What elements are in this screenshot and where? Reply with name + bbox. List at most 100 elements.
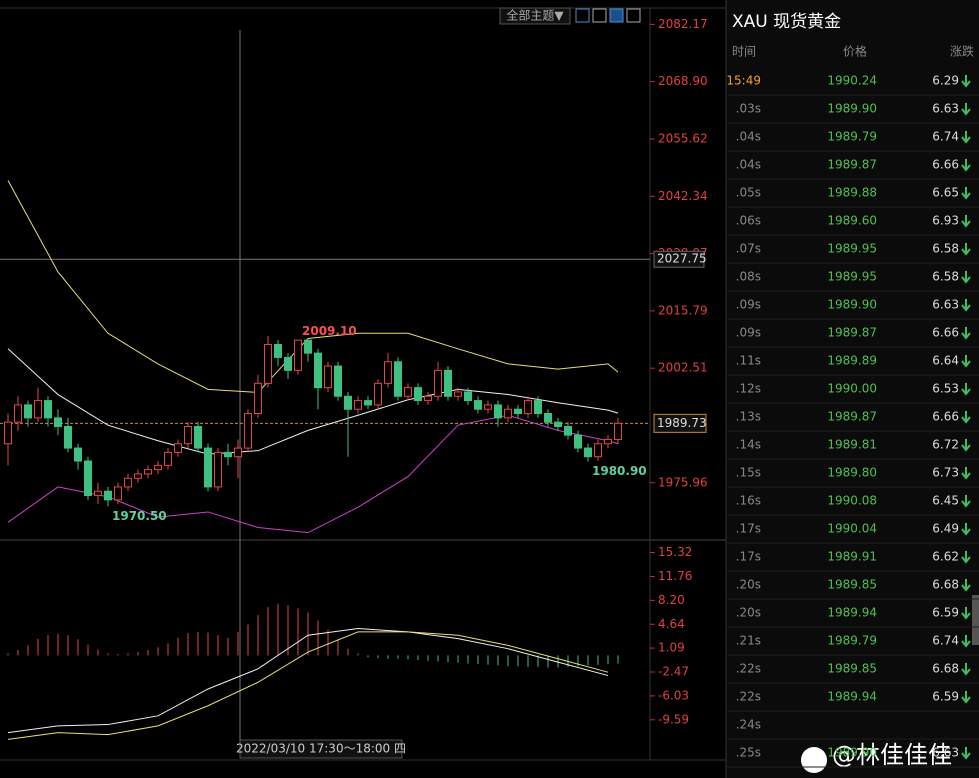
candle-body <box>524 400 532 415</box>
tick-price: 1990.24 <box>827 74 877 88</box>
down-arrow <box>961 579 971 592</box>
candle-body <box>584 447 592 458</box>
tick-change: 6.72 <box>932 438 959 452</box>
tick-change: 6.45 <box>932 494 959 508</box>
tick-price: 1989.81 <box>827 438 877 452</box>
candle-body <box>154 464 162 471</box>
tick-price: 1989.94 <box>827 690 877 704</box>
down-arrow <box>961 523 971 536</box>
y-tick-label: 2082.17 <box>658 17 708 31</box>
tick-price: 1989.91 <box>827 550 877 564</box>
candle-body <box>24 404 32 419</box>
down-arrow <box>961 299 971 312</box>
crosshair-price-box <box>653 250 705 268</box>
tool-icon[interactable] <box>592 8 607 23</box>
tick-price: 1989.85 <box>827 578 877 592</box>
down-arrow <box>961 747 971 760</box>
tick-time: .22s <box>736 662 761 676</box>
ticks-title: XAU 现货黄金 <box>732 12 841 32</box>
candle-body <box>424 395 432 402</box>
candle-body <box>94 490 102 497</box>
scrollbar[interactable] <box>972 595 979 645</box>
candle-body <box>204 447 212 488</box>
tick-change: 6.66 <box>932 326 959 340</box>
y-tick-label: 8.20 <box>658 593 685 607</box>
tick-time: .17s <box>736 522 761 536</box>
tick-change: 6.74 <box>932 634 959 648</box>
tick-change: 6.66 <box>932 410 959 424</box>
candle-body <box>304 339 312 354</box>
down-arrow <box>961 691 971 704</box>
tick-price: 1989.90 <box>827 102 877 116</box>
candle-body <box>484 404 492 410</box>
candle-body <box>514 408 522 415</box>
y-tick-label: 2015.79 <box>658 303 708 317</box>
tool-icon[interactable] <box>609 8 624 23</box>
down-arrow <box>961 327 971 340</box>
band-line <box>7 180 619 393</box>
tick-change: 6.58 <box>932 270 959 284</box>
candle-body <box>574 434 582 449</box>
down-arrow <box>961 215 971 228</box>
y-tick-label: 4.64 <box>658 617 685 631</box>
candle-body <box>164 451 172 466</box>
down-arrow <box>961 411 971 424</box>
watermark-icon <box>801 747 827 773</box>
y-tick-label: 1.09 <box>658 641 685 655</box>
tick-time: .09s <box>736 326 761 340</box>
tick-price: 1989.60 <box>827 214 877 228</box>
tick-change: 6.62 <box>932 550 959 564</box>
tick-change: 6.65 <box>932 186 959 200</box>
tick-time: .11s <box>736 354 761 368</box>
tool-icon[interactable] <box>575 8 590 23</box>
tick-time: .25s <box>736 746 761 760</box>
candle-body <box>604 438 612 445</box>
tick-price: 1989.79 <box>827 130 877 144</box>
tool-icon[interactable] <box>626 8 641 23</box>
candle-body <box>44 400 52 419</box>
y-tick-label: -6.03 <box>658 688 689 702</box>
theme-button[interactable] <box>499 7 571 25</box>
tick-price: 1990.04 <box>827 522 877 536</box>
candle-body <box>334 365 342 397</box>
tick-change: 6.59 <box>932 606 959 620</box>
band-line <box>7 348 619 455</box>
tick-price: 1989.88 <box>827 186 877 200</box>
tick-time: .07s <box>736 242 761 256</box>
candle-body <box>264 343 272 384</box>
tick-time: .20s <box>736 578 761 592</box>
tick-time: .03s <box>736 102 761 116</box>
tick-panel <box>726 0 979 778</box>
down-arrow <box>961 75 971 88</box>
tick-change: 6.93 <box>932 214 959 228</box>
candle-body <box>54 417 62 427</box>
theme-label[interactable]: 全部主题▼ <box>506 8 564 23</box>
current-price-box <box>653 413 707 433</box>
candle-body <box>614 422 622 440</box>
y-tick-label: 15.32 <box>658 545 692 559</box>
tick-price: 1990.08 <box>827 494 877 508</box>
watermark: @林佳佳佳 <box>832 741 952 769</box>
candle-body <box>74 447 82 462</box>
candle-body <box>234 447 242 458</box>
tick-price: 1989.95 <box>827 242 877 256</box>
tick-time: .24s <box>736 718 761 732</box>
current-price: 1989.73 <box>657 416 707 430</box>
candle-body <box>344 395 352 410</box>
tick-time: .04s <box>736 130 761 144</box>
candle-body <box>184 425 192 445</box>
down-arrow <box>961 439 971 452</box>
y-tick-label: 11.76 <box>658 569 692 583</box>
col-header: 涨跌 <box>950 44 974 59</box>
candle-body <box>594 443 602 458</box>
tick-change: 6.68 <box>932 662 959 676</box>
candle-body <box>4 421 12 445</box>
candle-body <box>504 408 512 419</box>
price-annotation: 2009.10 <box>302 324 357 338</box>
crosshair-price: 2027.75 <box>657 252 707 266</box>
down-arrow <box>961 103 971 116</box>
candle-body <box>564 425 572 436</box>
candle-body <box>434 369 442 397</box>
down-arrow <box>961 355 971 368</box>
